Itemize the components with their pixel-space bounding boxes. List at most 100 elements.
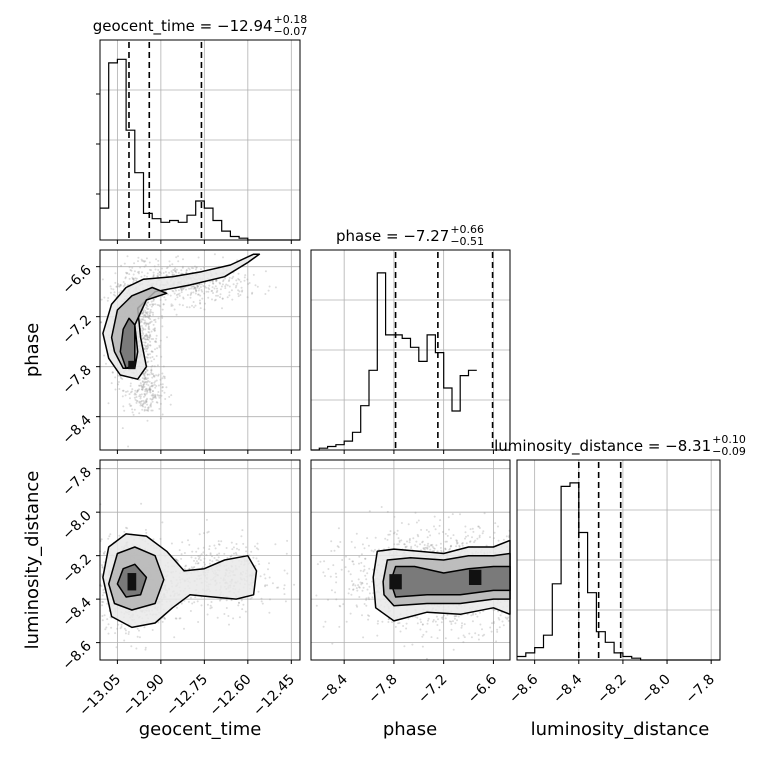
sample-point xyxy=(462,641,465,644)
sample-point xyxy=(133,262,136,265)
sample-point xyxy=(248,282,251,284)
sample-point xyxy=(440,621,443,624)
sample-point xyxy=(143,372,146,375)
sample-point xyxy=(157,384,160,387)
sample-point xyxy=(502,538,505,541)
sample-point xyxy=(155,355,158,357)
sample-point xyxy=(190,292,193,295)
sample-point xyxy=(240,286,243,289)
sample-point xyxy=(150,398,153,401)
sample-point xyxy=(360,561,363,564)
sample-point xyxy=(432,619,435,621)
sample-point xyxy=(143,374,146,377)
sample-point xyxy=(203,282,206,285)
sample-point xyxy=(163,617,166,620)
sample-point xyxy=(146,403,149,406)
sample-point xyxy=(178,617,181,620)
sample-point xyxy=(441,618,444,621)
sample-point xyxy=(207,530,210,533)
sample-point xyxy=(504,616,507,619)
sample-point xyxy=(219,293,222,296)
sample-point xyxy=(148,387,151,390)
sample-point xyxy=(150,338,153,340)
sample-point xyxy=(476,615,479,618)
sample-point xyxy=(149,397,152,400)
sample-point xyxy=(420,621,422,624)
sample-point xyxy=(415,521,418,524)
sample-point xyxy=(106,602,109,605)
sample-point xyxy=(176,296,179,299)
sample-point xyxy=(154,397,157,399)
sample-point xyxy=(218,281,221,284)
sample-point xyxy=(250,550,253,553)
sample-point xyxy=(139,266,142,269)
sample-point xyxy=(241,529,244,532)
sample-point xyxy=(140,325,143,327)
sample-point xyxy=(177,255,179,258)
sample-point xyxy=(148,336,151,339)
sample-point xyxy=(223,613,226,615)
sample-point xyxy=(322,571,325,574)
sample-point xyxy=(352,588,355,591)
sample-point xyxy=(352,588,355,591)
sample-point xyxy=(119,284,122,286)
sample-point xyxy=(154,318,157,321)
sample-point xyxy=(124,276,127,279)
sample-point xyxy=(495,640,498,643)
sample-point xyxy=(159,537,162,540)
sample-point xyxy=(224,285,227,288)
sample-point xyxy=(194,286,196,289)
sample-point xyxy=(421,540,424,543)
sample-point xyxy=(196,285,199,288)
sample-point xyxy=(224,277,227,280)
sample-point xyxy=(122,389,125,392)
sample-point xyxy=(216,289,219,292)
sample-point xyxy=(151,364,154,367)
sample-point xyxy=(131,388,134,391)
sample-point xyxy=(416,545,419,548)
sample-point xyxy=(141,408,144,411)
sample-point xyxy=(451,513,454,516)
sample-point xyxy=(140,384,143,387)
sample-point xyxy=(107,297,110,299)
sample-point xyxy=(161,386,164,388)
sample-point xyxy=(149,318,152,321)
sample-point xyxy=(119,284,122,287)
sample-point xyxy=(145,311,148,314)
sample-point xyxy=(263,573,266,576)
sample-point xyxy=(178,292,181,295)
sample-point xyxy=(142,318,144,321)
sample-point xyxy=(146,312,149,315)
sample-point xyxy=(355,587,358,590)
sample-point xyxy=(152,275,155,278)
sample-point xyxy=(153,265,156,268)
sample-point xyxy=(461,542,464,545)
sample-point xyxy=(367,596,370,599)
sample-point xyxy=(422,547,425,550)
sample-point xyxy=(145,388,147,391)
sample-point xyxy=(145,531,148,534)
sample-point xyxy=(159,305,161,308)
sample-point xyxy=(221,307,223,310)
sample-point xyxy=(145,322,148,325)
x-tick-label-geocent_time-1: −12.90 xyxy=(120,672,168,720)
sample-point xyxy=(142,337,145,339)
sample-point xyxy=(425,630,428,633)
sample-point xyxy=(205,290,208,293)
sample-point xyxy=(482,530,485,533)
sample-point xyxy=(474,539,477,542)
sample-point xyxy=(144,347,147,350)
y-tick-label-luminosity_distance-3: −8.0 xyxy=(59,508,94,543)
sample-point xyxy=(146,369,149,372)
sample-point xyxy=(138,400,141,403)
sample-point xyxy=(175,271,178,274)
sample-point xyxy=(170,542,173,545)
sample-point xyxy=(337,527,340,530)
sample-point xyxy=(417,535,420,538)
sample-point xyxy=(135,279,138,282)
sample-point xyxy=(362,636,365,639)
sample-point xyxy=(496,630,499,633)
sample-point xyxy=(236,282,239,285)
sample-point xyxy=(164,298,167,301)
sample-point xyxy=(228,279,231,281)
